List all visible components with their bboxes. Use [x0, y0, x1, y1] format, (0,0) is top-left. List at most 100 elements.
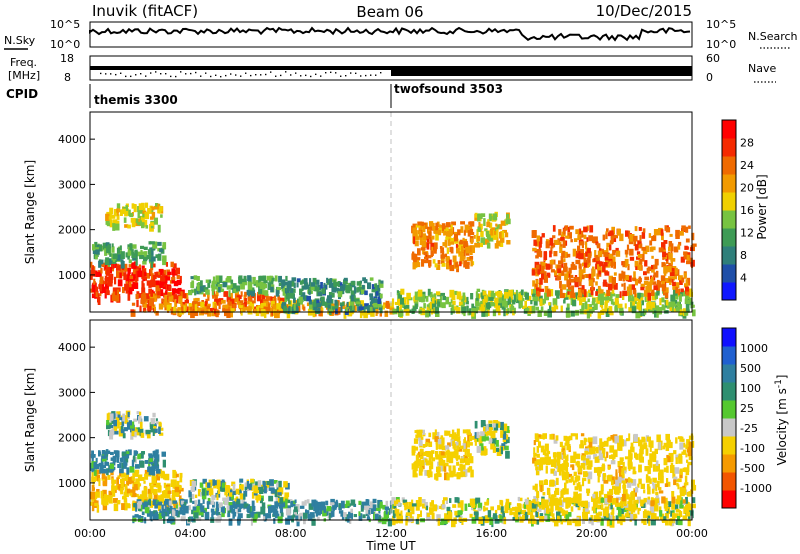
- heatmap-cell: [536, 490, 540, 498]
- heatmap-cell: [250, 289, 256, 297]
- heatmap-cell: [541, 265, 545, 274]
- heatmap-cell: [166, 486, 171, 495]
- heatmap-cell: [251, 500, 255, 507]
- heatmap-cell: [534, 452, 537, 457]
- heatmap-cell: [293, 303, 296, 311]
- heatmap-cell: [152, 462, 155, 466]
- heatmap-cell: [180, 500, 185, 509]
- heatmap-cell: [453, 443, 456, 451]
- heatmap-cell: [265, 294, 269, 303]
- heatmap-cell: [131, 254, 136, 259]
- heatmap-cell: [398, 293, 402, 301]
- heatmap-cell: [537, 309, 542, 317]
- heatmap-cell: [190, 289, 195, 293]
- heatmap-cell: [618, 509, 622, 517]
- heatmap-cell: [607, 495, 612, 503]
- heatmap-cell: [578, 269, 584, 276]
- heatmap-cell: [373, 512, 376, 520]
- heatmap-cell: [91, 470, 94, 478]
- heatmap-cell: [147, 488, 153, 495]
- heatmap-cell: [166, 518, 172, 524]
- heatmap-cell: [105, 290, 110, 296]
- heatmap-cell: [599, 490, 604, 495]
- heatmap-cell: [597, 472, 600, 476]
- heatmap-cell: [131, 203, 135, 209]
- heatmap-cell: [124, 224, 129, 228]
- heatmap-cell: [239, 493, 244, 500]
- heatmap-cell: [585, 241, 588, 250]
- heatmap-cell: [636, 251, 641, 255]
- heatmap-cell: [670, 259, 673, 265]
- heatmap-cell: [614, 297, 619, 305]
- heatmap-cell: [481, 436, 486, 442]
- heatmap-cell: [522, 305, 527, 309]
- heatmap-cell: [556, 457, 560, 466]
- heatmap-cell: [546, 272, 551, 277]
- heatmap-cell: [608, 518, 612, 526]
- heatmap-cell: [168, 285, 172, 291]
- heatmap-cell: [158, 268, 164, 275]
- heatmap-cell: [464, 224, 469, 233]
- heatmap-cell: [435, 443, 439, 448]
- heatmap-cell: [614, 488, 620, 495]
- heatmap-cell: [346, 516, 350, 523]
- heatmap-cell: [436, 431, 440, 440]
- heatmap-cell: [111, 214, 116, 219]
- heatmap-cell: [466, 305, 469, 312]
- heatmap-cell: [663, 502, 668, 509]
- heatmap-cell: [121, 208, 126, 215]
- heatmap-cell: [581, 500, 585, 506]
- heatmap-cell: [254, 513, 258, 519]
- heatmap-cell: [109, 430, 115, 436]
- heatmap-cell: [189, 497, 192, 503]
- heatmap-cell: [111, 264, 114, 269]
- heatmap-cell: [602, 234, 606, 241]
- heatmap-cell: [567, 446, 570, 450]
- heatmap-cell: [139, 460, 145, 468]
- heatmap-cell: [129, 490, 133, 496]
- heatmap-cell: [444, 464, 447, 472]
- heatmap-cell: [405, 512, 411, 517]
- heatmap-cell: [613, 261, 616, 269]
- heatmap-cell: [545, 241, 550, 249]
- heatmap-cell: [610, 512, 614, 518]
- heatmap-cell: [539, 516, 545, 523]
- heatmap-cell: [450, 224, 453, 232]
- heatmap-cell: [157, 203, 160, 212]
- heatmap-cell: [644, 444, 648, 450]
- heatmap-cell: [546, 290, 551, 297]
- heatmap-cell: [202, 478, 207, 484]
- heatmap-cell: [378, 292, 381, 300]
- heatmap-cell: [92, 249, 98, 254]
- heatmap-cell: [111, 420, 114, 424]
- heatmap-cell: [100, 281, 105, 288]
- heatmap-cell: [479, 443, 484, 451]
- heatmap-cell: [644, 260, 648, 267]
- heatmap-cell: [449, 289, 455, 298]
- heatmap-cell: [504, 219, 507, 226]
- heatmap-cell: [606, 242, 611, 248]
- heatmap-cell: [470, 238, 474, 244]
- heatmap-cell: [652, 500, 655, 505]
- heatmap-cell: [671, 300, 677, 307]
- heatmap-cell: [196, 284, 200, 291]
- heatmap-cell: [444, 472, 449, 481]
- heatmap-cell: [259, 498, 263, 504]
- heatmap-cell: [606, 289, 611, 297]
- heatmap-cell: [574, 486, 579, 491]
- heatmap-cell: [492, 515, 498, 519]
- heatmap-cell: [490, 438, 493, 442]
- heatmap-cell: [122, 413, 126, 422]
- heatmap-cell: [634, 293, 639, 302]
- heatmap-cell: [536, 459, 541, 465]
- heatmap-cell: [581, 285, 585, 290]
- heatmap-cell: [413, 466, 418, 472]
- heatmap-cell: [613, 449, 618, 458]
- heatmap-cell: [209, 307, 213, 313]
- heatmap-cell: [152, 241, 158, 249]
- heatmap-cell: [545, 465, 548, 474]
- heatmap-cell: [109, 432, 114, 440]
- heatmap-cell: [141, 287, 146, 295]
- heatmap-cell: [420, 461, 425, 467]
- power-ylabel: Slant Range [km]: [23, 160, 37, 264]
